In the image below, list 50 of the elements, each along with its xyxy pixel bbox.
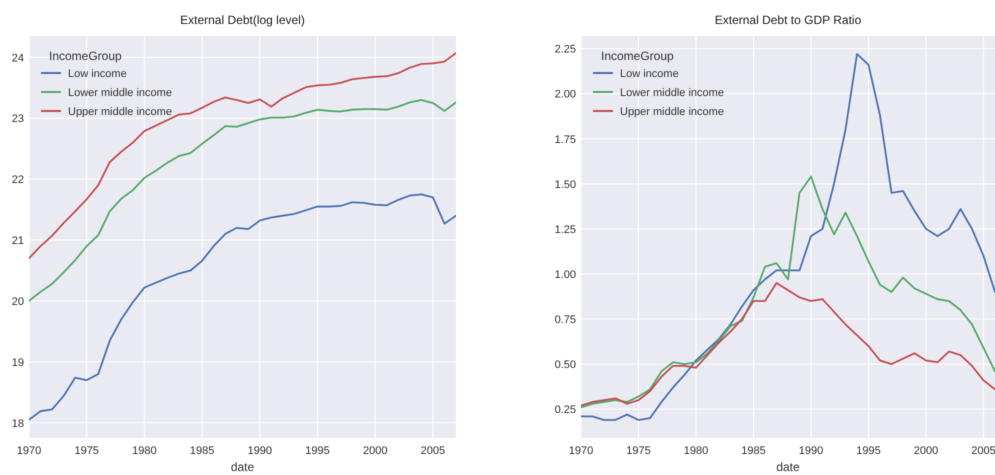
x-tick-label: 2005 <box>971 445 995 457</box>
x-tick-label: 2000 <box>914 445 938 457</box>
x-tick-label: 2005 <box>420 445 446 457</box>
y-tick-label: 24 <box>12 52 24 64</box>
x-tick-label: 1970 <box>568 445 594 457</box>
y-tick-label: 1.25 <box>554 224 576 236</box>
x-tick-label: 1985 <box>190 445 214 457</box>
x-tick-label: 1975 <box>626 445 651 457</box>
y-tick-label: 0.50 <box>554 359 576 372</box>
x-axis-title: date <box>776 460 800 474</box>
x-tick-label: 1970 <box>16 445 42 457</box>
x-tick-label: 1985 <box>741 445 766 457</box>
chart-title: External Debt(log level) <box>180 13 305 27</box>
line-series <box>29 52 456 260</box>
x-tick-label: 1990 <box>798 445 824 457</box>
y-tick-label: 1.00 <box>554 268 576 281</box>
legend-label: Low income <box>68 68 127 80</box>
y-tick-label: 1.75 <box>554 134 576 146</box>
x-tick-label: 1980 <box>132 445 157 457</box>
legend-label: Upper middle income <box>620 106 724 118</box>
legend-title: IncomeGroup <box>601 49 674 63</box>
x-axis-title: date <box>230 460 254 474</box>
y-tick-label: 18 <box>12 418 24 430</box>
x-tick-label: 1995 <box>305 445 330 457</box>
x-tick-label: 2000 <box>362 445 388 457</box>
y-tick-label: 1.50 <box>554 178 576 191</box>
y-tick-label: 2.25 <box>554 44 576 56</box>
line-series <box>29 99 456 302</box>
y-tick-label: 2.00 <box>554 88 576 101</box>
legend-label: Low income <box>620 68 679 80</box>
x-tick-label: 1990 <box>248 445 272 457</box>
y-tick-label: 0.75 <box>554 314 576 326</box>
legend-label: Lower middle income <box>68 87 172 99</box>
line-series <box>581 53 995 421</box>
x-tick-label: 1995 <box>856 445 881 457</box>
x-tick-label: 1980 <box>684 445 708 457</box>
x-tick-label: 1975 <box>74 445 99 457</box>
chart-title: External Debt to GDP Ratio <box>714 13 862 27</box>
y-tick-label: 22 <box>12 174 24 186</box>
legend-title: IncomeGroup <box>49 49 122 63</box>
legend-label: Lower middle income <box>620 87 724 99</box>
y-tick-label: 23 <box>12 113 24 126</box>
y-tick-label: 19 <box>12 356 24 369</box>
y-tick-label: 0.25 <box>554 404 576 416</box>
line-series <box>581 282 995 406</box>
y-tick-label: 20 <box>12 296 24 308</box>
legend-label: Upper middle income <box>68 106 172 118</box>
y-tick-label: 21 <box>12 235 24 248</box>
line-series <box>581 176 995 408</box>
line-series <box>29 193 456 421</box>
